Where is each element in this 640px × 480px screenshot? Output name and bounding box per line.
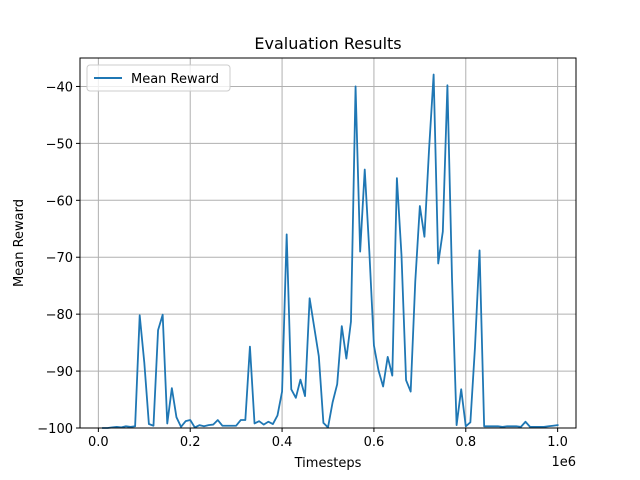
y-tick-label: −40 [46, 80, 73, 95]
legend: Mean Reward [86, 64, 231, 92]
ticks: 0.0 0.2 0.4 0.6 0.8 1.0 −100 −90 −80 −70 −60 −50 −40 [37, 80, 568, 450]
y-tick-label: −70 [46, 251, 73, 266]
series-layer [102, 73, 559, 429]
y-tick-label: −80 [46, 308, 73, 323]
x-tick-label: 0.6 [364, 435, 385, 450]
y-tick-label: −100 [37, 422, 73, 437]
x-axis-label: Timesteps [294, 456, 362, 471]
series-line [102, 73, 559, 429]
legend-label: Mean Reward [131, 72, 219, 87]
y-tick-label: −60 [46, 194, 73, 209]
x-tick-label: 0.4 [272, 435, 293, 450]
y-tick-label: −90 [46, 365, 73, 380]
y-axis-label: Mean Reward [12, 199, 27, 287]
x-tick-label: 0.8 [455, 435, 476, 450]
x-tick-label: 0.2 [180, 435, 201, 450]
plot-frame [79, 57, 577, 429]
x-tick-label: 0.0 [88, 435, 109, 450]
x-tick-label: 1.0 [547, 435, 568, 450]
chart-title: Evaluation Results [254, 34, 401, 53]
legend-box [86, 64, 231, 92]
x-axis-offset-label: 1e6 [551, 455, 576, 470]
y-tick-label: −50 [46, 137, 73, 152]
